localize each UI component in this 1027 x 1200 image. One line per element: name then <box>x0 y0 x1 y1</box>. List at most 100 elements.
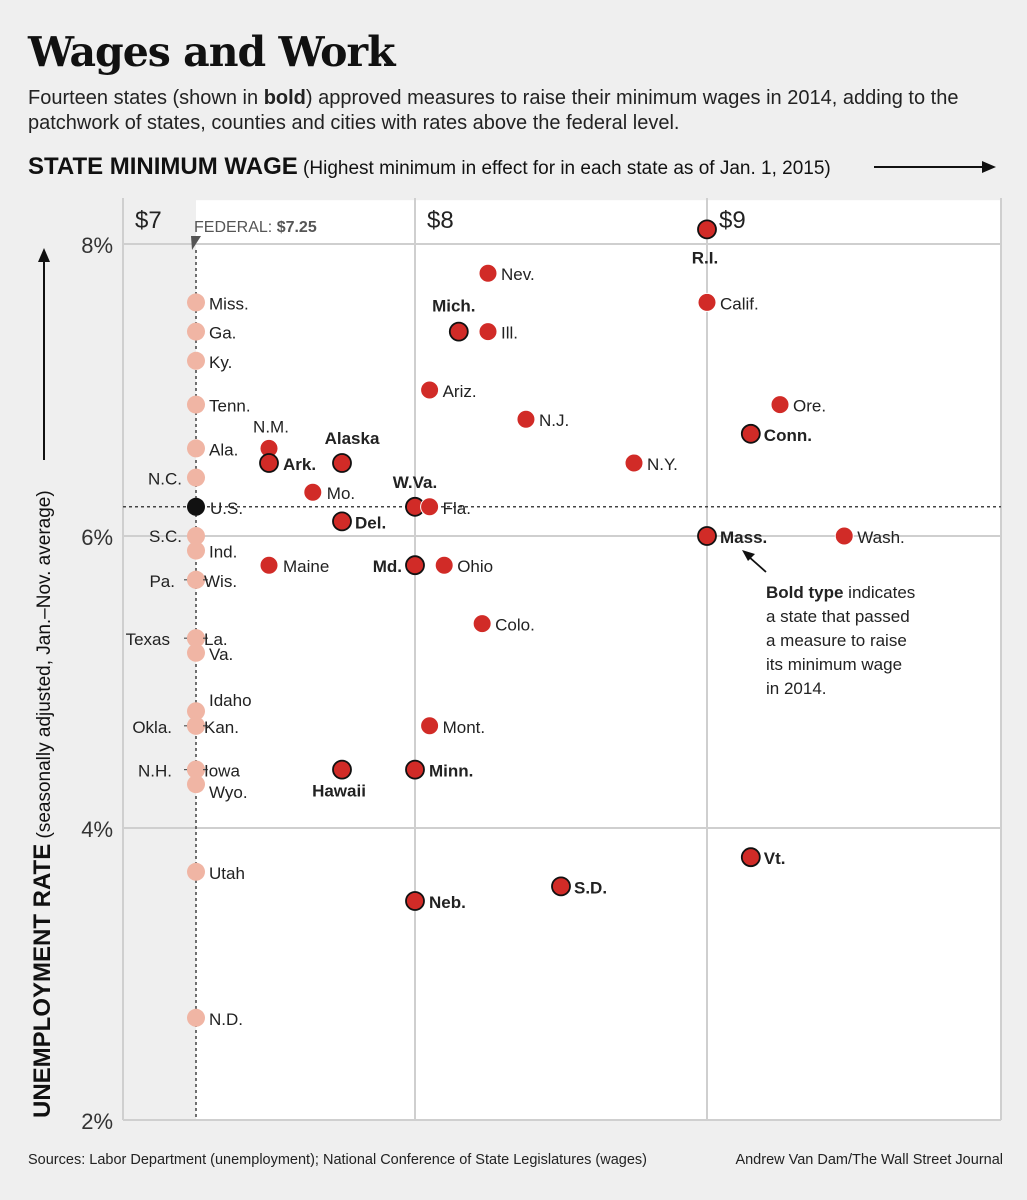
point-fla <box>420 497 440 517</box>
point-va <box>187 643 205 662</box>
point-minn <box>405 759 425 780</box>
y-tick-label: 8% <box>81 233 113 258</box>
label-pa: Pa. <box>149 572 175 591</box>
label-mass: Mass. <box>720 528 767 547</box>
label-ill: Ill. <box>501 324 518 343</box>
label-ala: Ala. <box>209 440 238 459</box>
point-conn <box>740 423 761 444</box>
annotation-arrow-icon <box>742 550 755 561</box>
label-fla: Fla. <box>443 499 471 518</box>
x-axis-title: STATE MINIMUM WAGE (Highest minimum in e… <box>28 153 831 180</box>
point-ky <box>187 351 205 370</box>
point-miss <box>187 293 205 312</box>
point-mont <box>420 716 440 736</box>
point-md <box>405 555 425 576</box>
y-tick-label: 4% <box>81 817 113 842</box>
y-axis-arrow-icon <box>38 248 50 262</box>
label-alaska: Alaska <box>325 429 380 448</box>
point-n-d <box>187 1008 205 1027</box>
annotation-note: Bold type indicates a state that passed a … <box>766 583 915 698</box>
label-va: Va. <box>209 645 233 664</box>
label-vt: Vt. <box>764 849 786 868</box>
point-colo <box>472 614 492 634</box>
label-n-h: N.H. <box>138 762 172 781</box>
point-utah <box>187 862 205 881</box>
point-del <box>332 511 352 532</box>
label-minn: Minn. <box>429 762 473 781</box>
label-ky: Ky. <box>209 353 232 372</box>
label-mich: Mich. <box>432 297 475 316</box>
point-s-d <box>551 876 571 897</box>
label-n-c: N.C. <box>148 470 182 489</box>
label-hawaii: Hawaii <box>312 782 366 801</box>
point-nev <box>478 263 498 283</box>
point-ill <box>478 322 498 342</box>
point-mo <box>303 482 323 502</box>
point-kan <box>187 716 205 735</box>
point-ala <box>187 439 205 458</box>
y-tick-label: 6% <box>81 525 113 550</box>
label-s-d: S.D. <box>574 878 607 897</box>
label-ohio: Ohio <box>457 557 493 576</box>
point-wyo <box>187 775 205 794</box>
point-tenn <box>187 395 205 414</box>
label-wyo: Wyo. <box>209 783 248 802</box>
label-kan: Kan. <box>204 718 239 737</box>
point-la <box>187 629 205 648</box>
federal-line-label: FEDERAL: $7.25 <box>194 219 317 236</box>
plot-area <box>196 200 1001 1120</box>
x-axis-arrow-icon <box>982 161 996 173</box>
y-tick-label: 2% <box>81 1109 113 1134</box>
label-n-m: N.M. <box>253 417 289 436</box>
label-ind: Ind. <box>209 543 237 562</box>
chart-subtitle: Fourteen states (shown in bold) approved… <box>28 86 988 136</box>
label-md: Md. <box>373 557 402 576</box>
point-idaho <box>187 702 205 721</box>
label-tenn: Tenn. <box>209 397 251 416</box>
point-u-s <box>187 497 205 516</box>
point-ind <box>187 541 205 560</box>
source-note: Sources: Labor Department (unemployment)… <box>28 1152 647 1168</box>
point-ohio <box>434 555 454 575</box>
y-axis-title: UNEMPLOYMENT RATE (seasonally adjusted, … <box>29 490 56 1118</box>
subtitle-text-after: ) approved measures to raise their minim… <box>28 87 959 134</box>
point-ariz <box>420 380 440 400</box>
label-mo: Mo. <box>327 484 355 503</box>
label-iowa: Iowa <box>204 762 240 781</box>
point-n-y <box>624 453 644 473</box>
subtitle-text-before: Fourteen states (shown in <box>28 87 264 109</box>
label-okla: Okla. <box>132 718 172 737</box>
label-wash: Wash. <box>857 528 905 547</box>
point-neb <box>405 891 425 911</box>
annotation-arrow-line <box>747 555 767 573</box>
label-nev: Nev. <box>501 265 535 284</box>
point-ga <box>187 322 205 341</box>
point-alaska <box>332 453 352 473</box>
point-s-c <box>187 527 205 545</box>
label-del: Del. <box>355 513 386 532</box>
point-wis <box>187 570 205 589</box>
label-wis: Wis. <box>204 572 237 591</box>
label-s-c: S.C. <box>149 527 182 546</box>
label-ariz: Ariz. <box>443 382 477 401</box>
x-tick-label: $8 <box>427 207 454 234</box>
label-n-d: N.D. <box>209 1010 243 1029</box>
point-mass <box>697 526 717 546</box>
federal-marker-icon <box>191 236 201 250</box>
point-n-j <box>516 409 536 429</box>
label-calif: Calif. <box>720 294 759 313</box>
point-calif <box>697 292 717 312</box>
label-ga: Ga. <box>209 324 236 343</box>
x-tick-label: $9 <box>719 207 746 234</box>
point-vt <box>740 847 761 868</box>
label-conn: Conn. <box>764 426 812 445</box>
label-maine: Maine <box>283 557 329 576</box>
point-mich <box>448 321 469 342</box>
point-wash <box>834 526 854 546</box>
label-utah: Utah <box>209 864 245 883</box>
label-r-i: R.I. <box>692 248 718 267</box>
label-la: La. <box>204 630 228 649</box>
point-r-i <box>697 219 717 240</box>
subtitle-bold-word: bold <box>263 87 306 109</box>
label-neb: Neb. <box>429 893 466 912</box>
